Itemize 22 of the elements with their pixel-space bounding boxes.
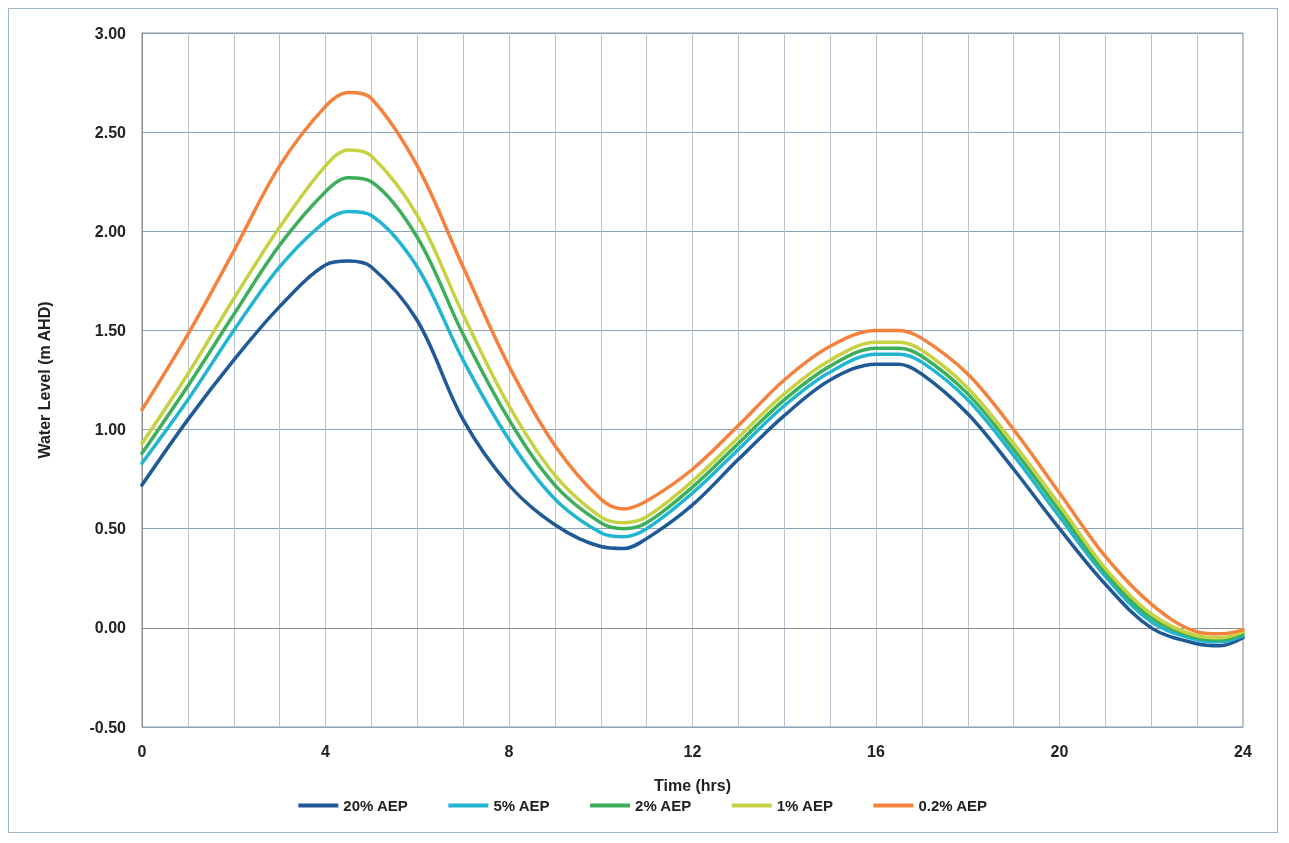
x-axis-title: Time (hrs) bbox=[653, 776, 732, 794]
y-tick-label: 1.50 bbox=[94, 321, 127, 339]
y-tick-label: 0.00 bbox=[94, 619, 127, 637]
y-axis-title: Water Level (m AHD) bbox=[35, 301, 53, 459]
x-tick-label: 12 bbox=[683, 742, 702, 760]
x-tick-label: 0 bbox=[137, 742, 147, 760]
legend-label: 1% AEP bbox=[776, 797, 833, 814]
legend-label: 0.2% AEP bbox=[918, 797, 988, 814]
legend-label: 5% AEP bbox=[493, 797, 550, 814]
y-tick-label: 3.00 bbox=[94, 24, 127, 42]
legend-label: 2% AEP bbox=[635, 797, 692, 814]
y-tick-label: 1.00 bbox=[94, 421, 127, 439]
y-tick-label: 2.00 bbox=[94, 222, 127, 240]
y-tick-label: -0.50 bbox=[89, 718, 127, 736]
legend-label: 20% AEP bbox=[343, 797, 408, 814]
x-tick-label: 16 bbox=[867, 742, 885, 760]
x-tick-label: 20 bbox=[1050, 742, 1069, 760]
y-tick-label: 0.50 bbox=[94, 520, 127, 538]
x-tick-label: 4 bbox=[321, 742, 331, 760]
x-tick-label: 8 bbox=[504, 742, 514, 760]
y-tick-label: 2.50 bbox=[94, 123, 127, 141]
x-tick-label: 24 bbox=[1234, 742, 1252, 760]
